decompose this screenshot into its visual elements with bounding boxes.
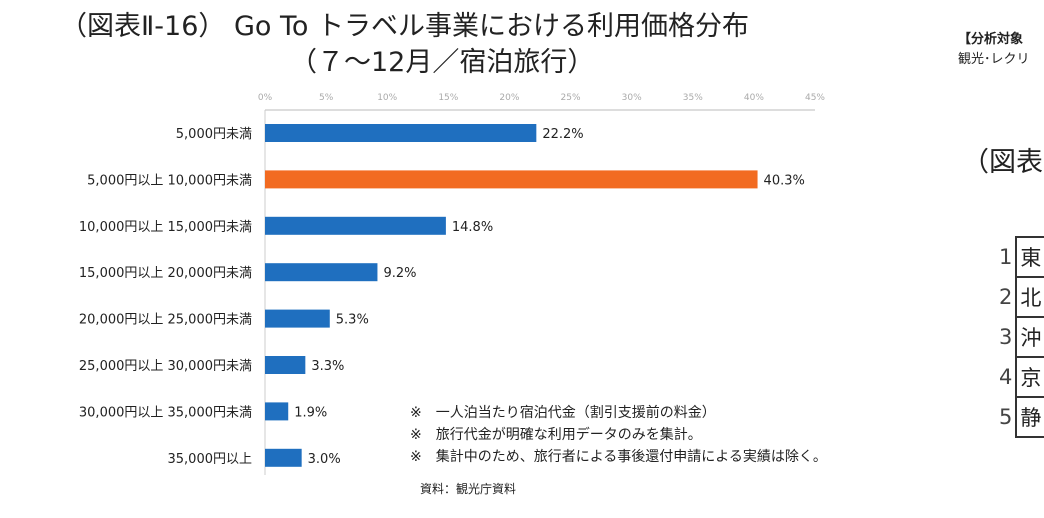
x-tick-label: 20% xyxy=(499,93,519,103)
rank-name: 静 xyxy=(1015,396,1044,438)
data-label: 3.0% xyxy=(308,452,341,467)
x-tick-label: 15% xyxy=(438,93,458,103)
data-label: 40.3% xyxy=(764,173,805,188)
chart-title: （図表Ⅱ-16） Go To トラベル事業における利用価格分布 xyxy=(60,11,750,42)
bar-chart: 0% 5% 10% 15% 20% 25% 30% 35% 40% 45% 5,000円未満 22.2… xyxy=(79,93,825,475)
side-subtext: 観光･レクリ xyxy=(958,52,1030,67)
x-tick-label: 5% xyxy=(319,93,334,103)
bar xyxy=(265,170,758,189)
chart-subtitle: （７～12月／宿泊旅行） xyxy=(290,47,595,78)
x-tick-label: 25% xyxy=(561,93,581,103)
note: ※ 集計中のため、旅行者による事後還付申請による実績は除く。 xyxy=(410,449,827,465)
rank-number: 5 xyxy=(999,405,1013,429)
x-tick-label: 35% xyxy=(683,93,703,103)
bar xyxy=(265,309,330,328)
category-label: 5,000円未満 xyxy=(176,127,252,142)
x-tick-label: 0% xyxy=(258,93,273,103)
rank-number: 4 xyxy=(999,365,1013,389)
data-label: 1.9% xyxy=(294,405,327,420)
x-tick-label: 30% xyxy=(622,93,642,103)
rank-number: 1 xyxy=(999,245,1013,269)
data-label: 3.3% xyxy=(311,359,344,374)
note: ※ 旅行代金が明確な利用データのみを集計。 xyxy=(410,427,702,443)
source-text: 資料：観光庁資料 xyxy=(420,482,517,496)
rank-number: 3 xyxy=(999,325,1013,349)
category-label: 5,000円以上 10,000円未満 xyxy=(87,173,252,188)
rank-name: 東 xyxy=(1015,236,1044,278)
data-label: 22.2% xyxy=(542,127,583,142)
data-label: 5.3% xyxy=(336,313,369,328)
bar xyxy=(265,263,378,282)
data-label: 14.8% xyxy=(452,220,493,235)
notes: ※ 一人泊当たり宿泊代金（割引支援前の料金） ※ 旅行代金が明確な利用データのみ… xyxy=(410,402,827,468)
side-heading: 【分析対象 xyxy=(958,32,1024,47)
rank-name: 沖 xyxy=(1015,316,1044,358)
category-label: 15,000円以上 20,000円未満 xyxy=(79,266,252,281)
bar xyxy=(265,356,306,374)
x-tick-label: 45% xyxy=(805,93,825,103)
rank-name: 京 xyxy=(1015,356,1044,398)
category-label: 30,000円以上 35,000円未満 xyxy=(79,405,252,420)
category-label: 35,000円以上 xyxy=(168,452,253,467)
side-title: （図表 xyxy=(962,147,1043,178)
bar xyxy=(265,216,446,235)
bar xyxy=(265,124,537,142)
x-tick-label: 40% xyxy=(744,93,764,103)
category-label: 20,000円以上 25,000円未満 xyxy=(79,313,252,328)
note: ※ 一人泊当たり宿泊代金（割引支援前の料金） xyxy=(410,405,716,421)
category-label: 10,000円以上 15,000円未満 xyxy=(79,220,252,235)
bar xyxy=(265,448,302,467)
rank-name: 北 xyxy=(1015,276,1044,318)
rank-number: 2 xyxy=(999,285,1013,309)
category-label: 25,000円以上 30,000円未満 xyxy=(79,359,252,374)
data-label: 9.2% xyxy=(383,266,416,281)
x-tick-label: 10% xyxy=(377,93,397,103)
bar xyxy=(265,402,289,421)
